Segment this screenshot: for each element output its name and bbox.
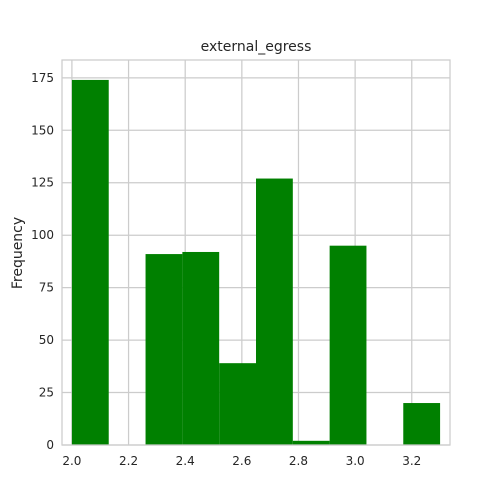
y-tick-label: 50 <box>39 333 54 347</box>
histogram-bar <box>403 403 441 445</box>
histogram-bar <box>292 440 330 445</box>
histogram-bar <box>182 251 220 445</box>
y-tick-label: 100 <box>31 228 54 242</box>
chart-title: external_egress <box>201 39 312 55</box>
y-tick-label: 25 <box>39 386 54 400</box>
x-tick-label: 2.4 <box>176 454 195 468</box>
x-tick-label: 2.8 <box>289 454 308 468</box>
histogram-bar <box>145 254 183 445</box>
x-tick-label: 2.0 <box>62 454 81 468</box>
x-tick-label: 2.2 <box>119 454 138 468</box>
x-tick-label: 3.2 <box>402 454 421 468</box>
histogram-bar <box>329 245 367 445</box>
x-tick-label: 2.6 <box>232 454 251 468</box>
y-axis-label: Frequency <box>10 217 26 289</box>
y-tick-labels: 0 25 50 75 100 125 150 175 <box>31 71 54 452</box>
histogram-bar <box>256 178 293 445</box>
x-tick-label: 3.0 <box>346 454 365 468</box>
y-tick-label: 150 <box>31 123 54 137</box>
y-tick-label: 0 <box>46 438 54 452</box>
x-tick-labels: 2.0 2.2 2.4 2.6 2.8 3.0 3.2 <box>62 454 421 468</box>
plot-frame <box>61 59 451 446</box>
histogram-bars <box>71 79 441 445</box>
histogram-bar <box>219 363 256 445</box>
histogram-bar <box>71 79 109 445</box>
y-tick-label: 75 <box>39 281 54 295</box>
y-tick-label: 125 <box>31 176 54 190</box>
y-tick-label: 175 <box>31 71 54 85</box>
